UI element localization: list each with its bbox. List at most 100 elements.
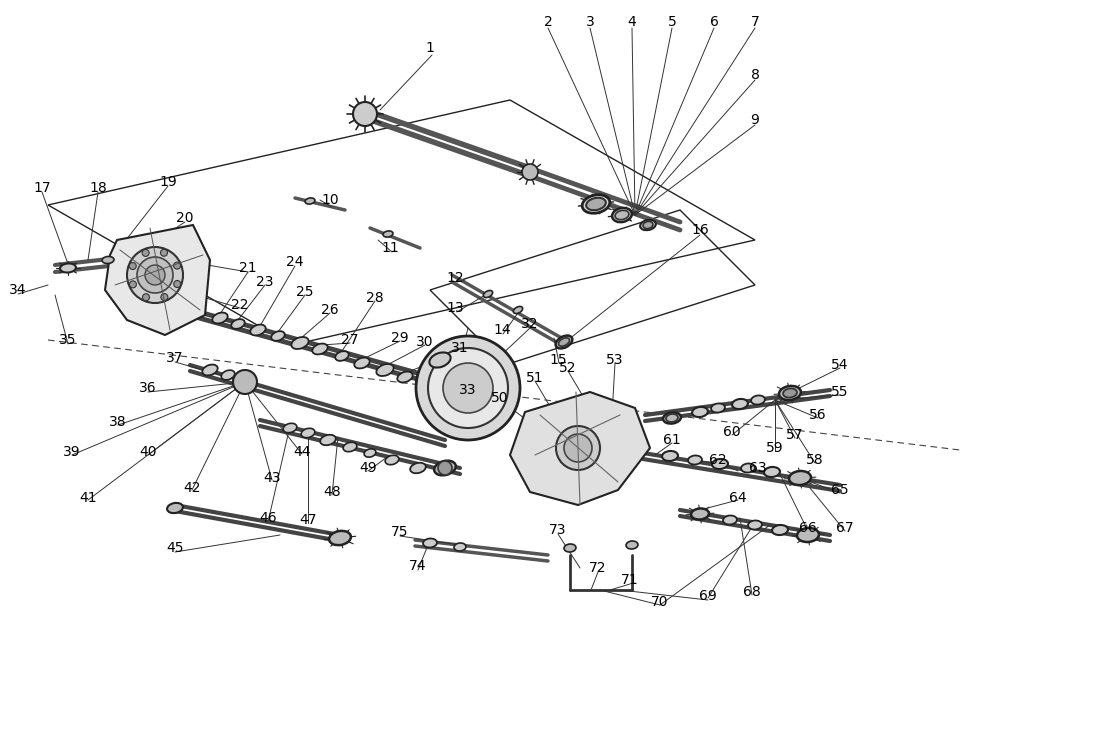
Text: 45: 45	[166, 541, 184, 555]
Circle shape	[129, 263, 136, 269]
Text: 3: 3	[586, 15, 595, 29]
Text: 52: 52	[559, 361, 577, 375]
Text: 54: 54	[831, 358, 849, 372]
Text: 6: 6	[710, 15, 719, 29]
Circle shape	[233, 370, 257, 394]
Ellipse shape	[643, 222, 653, 229]
Text: 20: 20	[176, 211, 194, 225]
Ellipse shape	[305, 198, 315, 204]
Ellipse shape	[779, 386, 801, 400]
Text: 40: 40	[140, 445, 156, 459]
Circle shape	[174, 280, 181, 288]
Text: 63: 63	[749, 461, 767, 475]
Text: 48: 48	[324, 485, 340, 499]
Ellipse shape	[691, 509, 709, 520]
Text: 74: 74	[410, 559, 426, 573]
Ellipse shape	[454, 543, 466, 551]
Text: 22: 22	[231, 298, 249, 312]
Ellipse shape	[343, 442, 357, 452]
Text: 18: 18	[89, 181, 107, 195]
Text: 49: 49	[359, 461, 377, 475]
Text: 34: 34	[9, 283, 27, 297]
Ellipse shape	[385, 456, 398, 464]
Ellipse shape	[764, 467, 780, 477]
Text: 43: 43	[263, 471, 281, 485]
Ellipse shape	[383, 231, 393, 237]
Text: 59: 59	[767, 441, 783, 455]
Ellipse shape	[712, 459, 728, 469]
Ellipse shape	[102, 256, 114, 263]
Text: 12: 12	[446, 271, 464, 285]
Circle shape	[522, 164, 538, 180]
Ellipse shape	[558, 338, 569, 346]
Text: 24: 24	[286, 255, 304, 269]
Text: 41: 41	[79, 491, 97, 505]
Ellipse shape	[329, 531, 350, 545]
Text: 64: 64	[729, 491, 747, 505]
Circle shape	[127, 247, 183, 303]
Text: 58: 58	[806, 453, 824, 467]
Text: 42: 42	[183, 481, 201, 495]
Ellipse shape	[364, 449, 376, 457]
Text: 75: 75	[392, 525, 408, 539]
Polygon shape	[105, 225, 210, 335]
Ellipse shape	[692, 407, 708, 417]
Text: 23: 23	[257, 275, 273, 289]
Ellipse shape	[221, 370, 234, 380]
Text: 33: 33	[460, 383, 477, 397]
Text: 60: 60	[723, 425, 741, 439]
Text: 28: 28	[366, 291, 384, 305]
Ellipse shape	[612, 208, 632, 222]
Text: 65: 65	[831, 483, 849, 497]
Text: 35: 35	[59, 333, 77, 347]
Text: 30: 30	[416, 335, 434, 349]
Text: 26: 26	[321, 303, 339, 317]
Text: 8: 8	[751, 68, 759, 82]
Text: 19: 19	[160, 175, 176, 189]
Ellipse shape	[556, 336, 573, 348]
Ellipse shape	[741, 464, 756, 473]
Text: 39: 39	[64, 445, 80, 459]
Ellipse shape	[689, 456, 702, 464]
Ellipse shape	[60, 263, 76, 272]
Text: 50: 50	[491, 391, 509, 405]
Circle shape	[429, 348, 508, 428]
Ellipse shape	[483, 291, 492, 297]
Ellipse shape	[723, 515, 737, 525]
Ellipse shape	[212, 313, 228, 323]
Text: 31: 31	[451, 341, 469, 355]
Ellipse shape	[586, 198, 606, 210]
Text: 15: 15	[549, 353, 567, 367]
Ellipse shape	[434, 461, 455, 475]
Circle shape	[353, 102, 377, 126]
Ellipse shape	[312, 344, 328, 355]
Circle shape	[142, 250, 150, 256]
Text: 27: 27	[341, 333, 358, 347]
Ellipse shape	[666, 414, 677, 422]
Ellipse shape	[291, 337, 309, 349]
Text: 7: 7	[751, 15, 759, 29]
Text: 25: 25	[296, 285, 314, 299]
Circle shape	[437, 461, 452, 475]
Circle shape	[174, 262, 181, 269]
Ellipse shape	[711, 403, 725, 413]
Ellipse shape	[583, 195, 609, 213]
Ellipse shape	[641, 220, 656, 230]
Text: 61: 61	[663, 433, 681, 447]
Text: 62: 62	[709, 453, 727, 467]
Text: 72: 72	[589, 561, 607, 575]
Ellipse shape	[423, 539, 437, 548]
Circle shape	[129, 281, 136, 288]
Ellipse shape	[231, 319, 244, 329]
Circle shape	[137, 257, 173, 293]
Ellipse shape	[797, 528, 819, 542]
Circle shape	[416, 336, 520, 440]
Text: 10: 10	[321, 193, 339, 207]
Ellipse shape	[167, 503, 183, 513]
Ellipse shape	[748, 520, 762, 529]
Text: 73: 73	[549, 523, 567, 537]
Text: 53: 53	[606, 353, 624, 367]
Ellipse shape	[301, 428, 315, 438]
Circle shape	[564, 434, 591, 462]
Ellipse shape	[513, 306, 522, 314]
